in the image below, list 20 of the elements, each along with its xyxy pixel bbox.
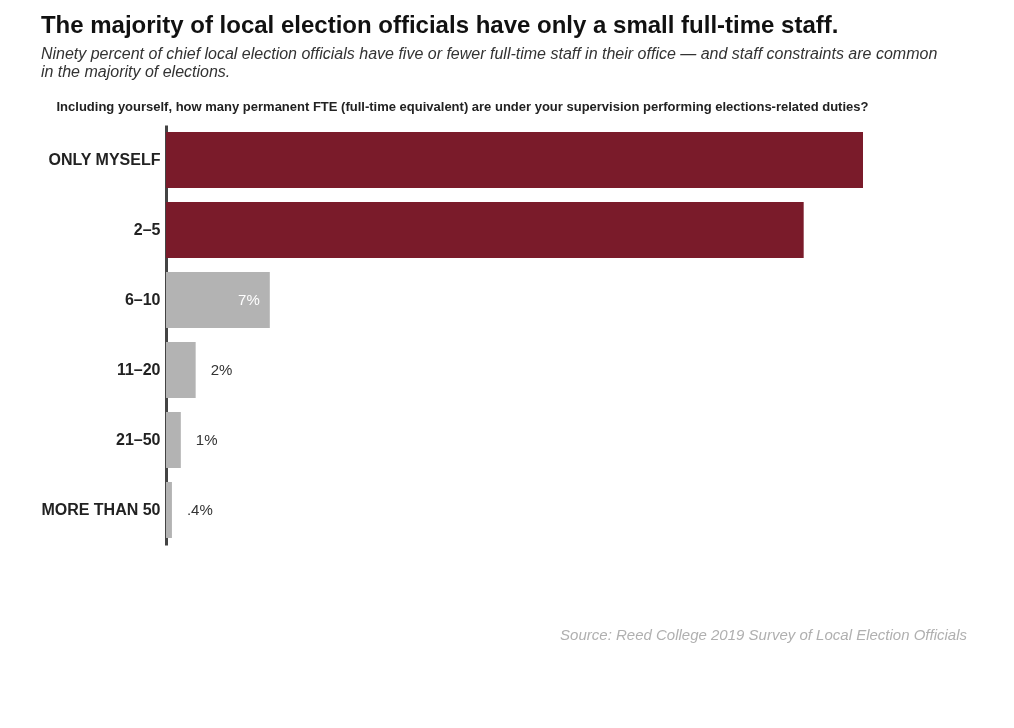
bar	[166, 132, 863, 188]
y-tick-label: 21–50	[116, 431, 161, 448]
chart-subtitle: Ninety percent of chief local election officials have five or fewer full-time staff in their office — and staff constraints are common in the majority of elections.	[40, 45, 938, 80]
bar	[166, 272, 270, 328]
chart-title: The majority of local election officials have only a small full-time staff.	[40, 11, 839, 38]
bar	[166, 342, 196, 398]
bar	[166, 412, 181, 468]
data-label: 2%	[210, 361, 233, 378]
y-tick-label: 6–10	[124, 291, 161, 308]
bar	[166, 482, 172, 538]
bar	[166, 202, 804, 258]
data-label: 7%	[238, 291, 260, 308]
y-tick-label: 11–20	[116, 361, 161, 378]
y-tick-label: MORE THAN 50	[41, 501, 161, 518]
y-tick-label: 2–5	[133, 221, 161, 238]
data-label: 1%	[195, 431, 218, 448]
y-tick-label: ONLY MYSELF	[48, 151, 161, 168]
source-note: Source: Reed College 2019 Survey of Local Election Officials	[559, 626, 967, 643]
data-label: .4%	[186, 501, 213, 518]
x-axis-title: Including yourself, how many permanent FTE (full-time equivalent) are under your supervision performing elections-related duties?	[56, 98, 869, 114]
